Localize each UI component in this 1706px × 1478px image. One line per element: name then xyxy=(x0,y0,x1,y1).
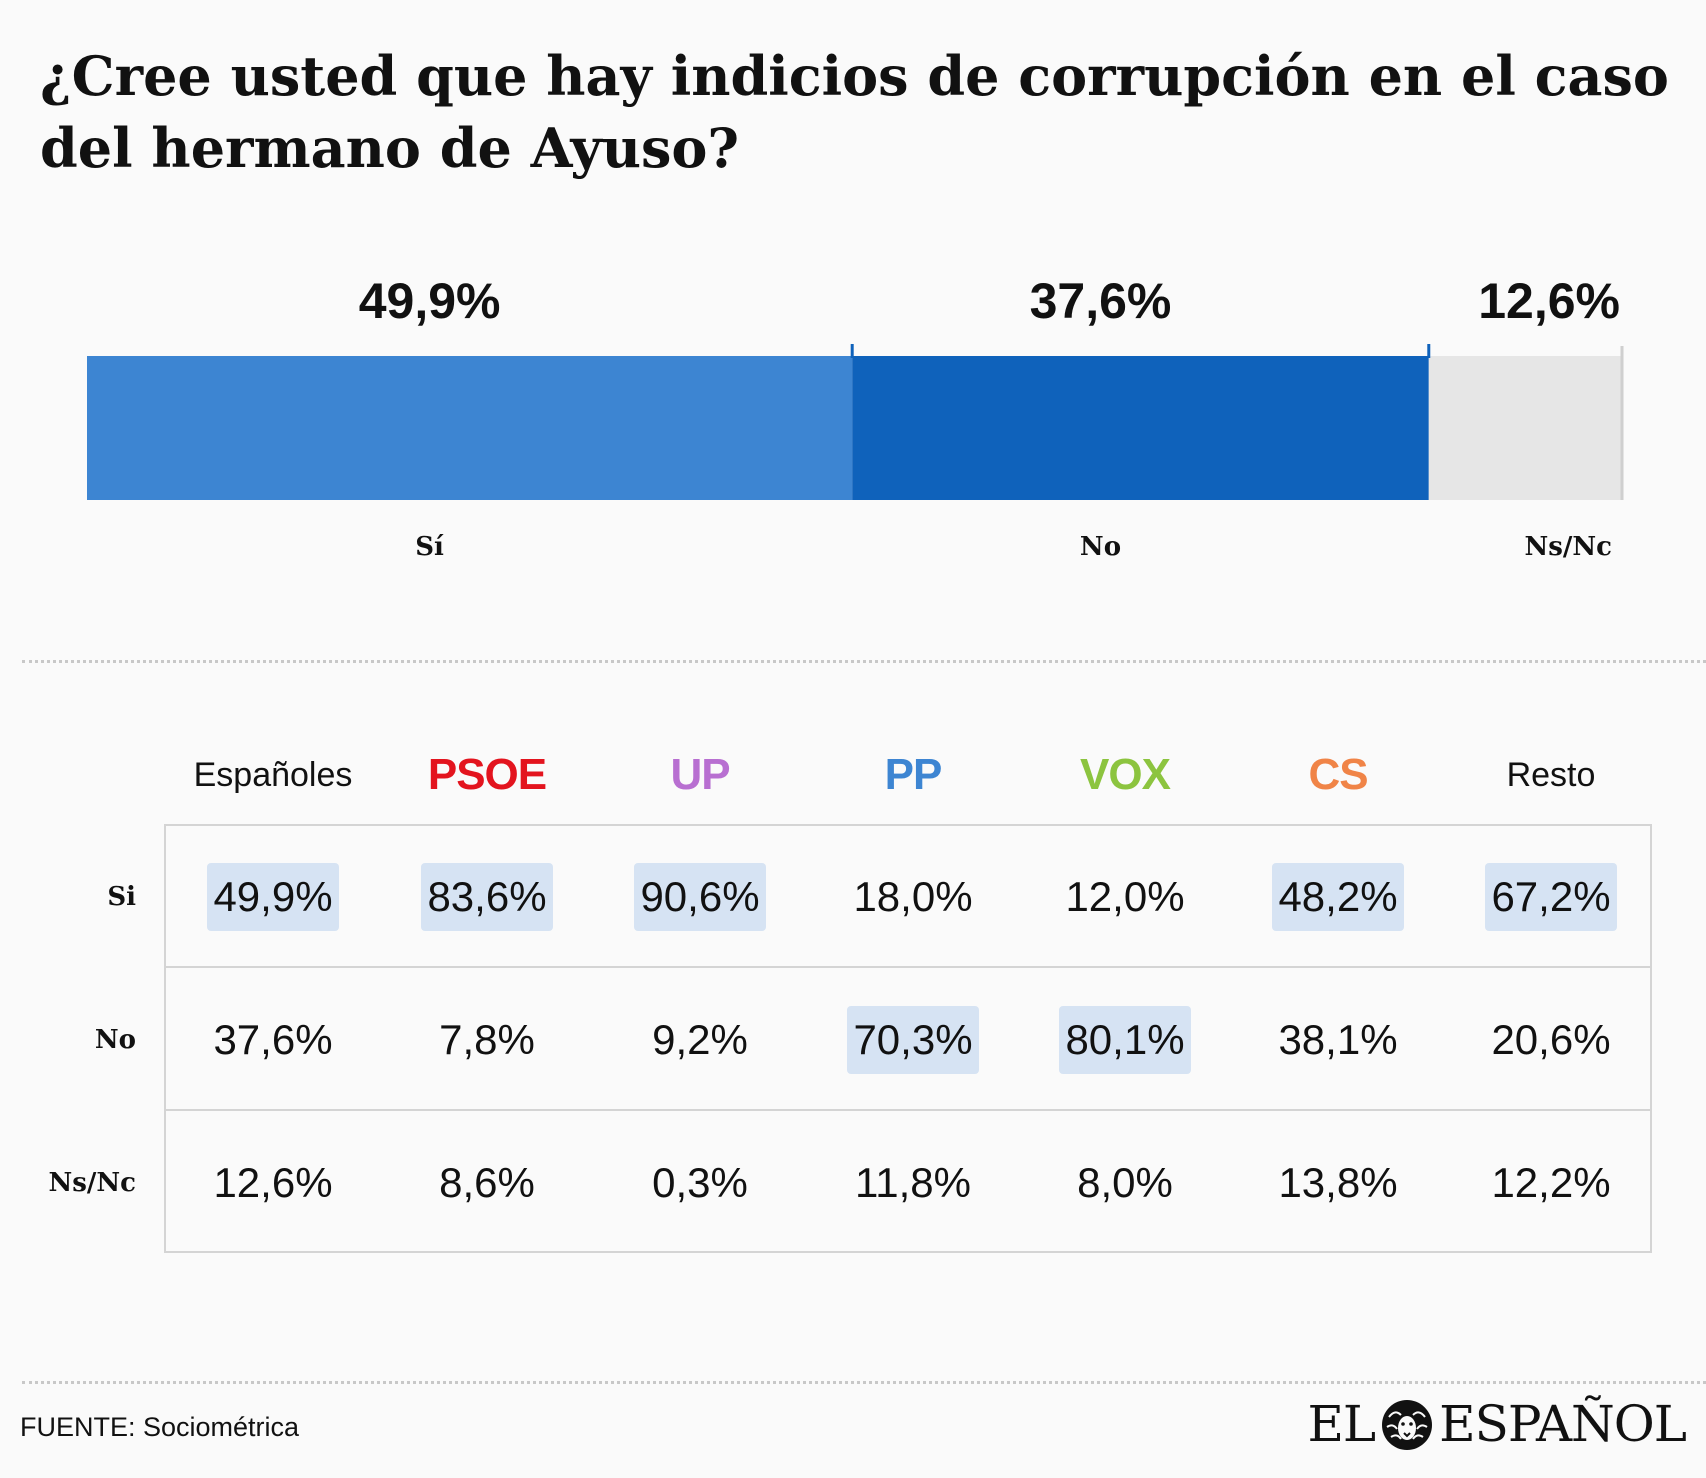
bar-segment-0 xyxy=(87,356,853,500)
el-espanol-logo: EL ESPAÑOL xyxy=(1307,1395,1687,1453)
row-header: Si xyxy=(107,882,136,912)
table-cell: 38,1% xyxy=(1278,1016,1398,1063)
value-label: 37,6% xyxy=(1030,273,1172,329)
table-cell: 8,0% xyxy=(1077,1159,1173,1206)
table-cell: 90,6% xyxy=(634,863,766,931)
dotted-divider xyxy=(22,1381,1706,1384)
category-label: No xyxy=(1080,532,1121,562)
table-cell: 8,6% xyxy=(439,1159,535,1206)
row-header: Ns/Nc xyxy=(48,1168,137,1198)
table-cell: 70,3% xyxy=(847,1006,979,1074)
lion-head-icon xyxy=(1382,1400,1433,1450)
logo-text-right: ESPAÑOL xyxy=(1439,1395,1687,1453)
row-divider xyxy=(164,1109,1652,1111)
row-header: No xyxy=(94,1025,136,1055)
table-cell: 49,9% xyxy=(207,863,339,931)
bar-segment-2 xyxy=(1428,356,1622,500)
column-header-pp: PP xyxy=(884,750,943,799)
table-cell: 0,3% xyxy=(652,1159,748,1206)
column-header-cs: CS xyxy=(1308,750,1368,799)
table-cell: 13,8% xyxy=(1278,1159,1398,1206)
logo-text-left: EL xyxy=(1307,1395,1376,1453)
value-label: 12,6% xyxy=(1478,273,1620,329)
row-divider xyxy=(164,966,1652,968)
category-label: Ns/Nc xyxy=(1525,532,1613,562)
dotted-divider xyxy=(22,660,1706,663)
column-header-up: UP xyxy=(670,750,730,799)
bar-segment-1 xyxy=(852,356,1429,500)
column-header-resto: Resto xyxy=(1506,756,1596,794)
column-header-españoles: Españoles xyxy=(193,756,353,794)
table-cell: 20,6% xyxy=(1491,1016,1611,1063)
value-label: 49,9% xyxy=(359,273,501,329)
chart-title: ¿Cree usted que hay indicios de corrupci… xyxy=(40,44,1669,180)
table-cell: 37,6% xyxy=(213,1016,333,1063)
table-cell: 48,2% xyxy=(1272,863,1404,931)
table-cell: 11,8% xyxy=(855,1159,971,1206)
source-note: FUENTE: Sociométrica xyxy=(20,1412,300,1442)
table-cell: 80,1% xyxy=(1059,1006,1191,1074)
column-header-vox: VOX xyxy=(1080,750,1171,799)
table-cell: 18,0% xyxy=(853,873,973,920)
table-cell: 12,2% xyxy=(1491,1159,1611,1206)
category-label: Sí xyxy=(415,532,444,562)
table-cell: 12,6% xyxy=(213,1159,333,1206)
column-header-psoe: PSOE xyxy=(427,750,547,799)
stacked-bar-chart: 49,9% Sí 37,6% No 12,6% Ns/Nc xyxy=(87,273,1624,562)
table-cell: 67,2% xyxy=(1485,863,1617,931)
table-cell: 9,2% xyxy=(652,1016,748,1063)
table-cell: 12,0% xyxy=(1065,873,1185,920)
table-cell: 83,6% xyxy=(421,863,553,931)
table-cell: 7,8% xyxy=(439,1016,535,1063)
